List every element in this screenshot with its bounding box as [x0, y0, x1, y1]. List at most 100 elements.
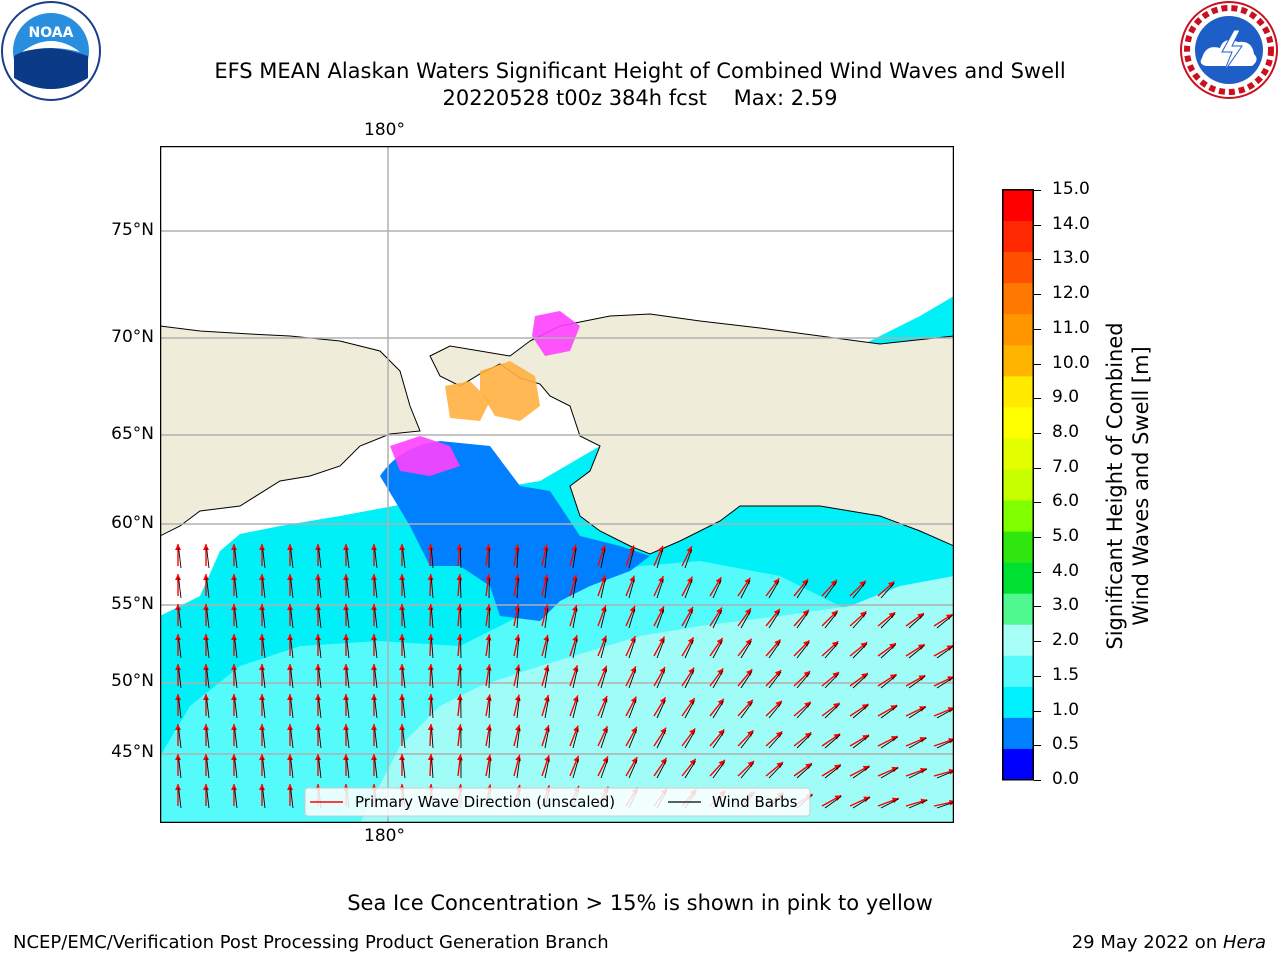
wind-barb [600, 759, 609, 779]
wind-barb [852, 704, 869, 719]
wind-barb [572, 548, 577, 569]
wind-barb [430, 548, 434, 569]
wind-barb [572, 698, 579, 719]
wave-arrow-head [747, 760, 754, 768]
wave-arrow-head [399, 754, 405, 760]
wave-arrow-head [427, 724, 434, 731]
colorbar-title-line1: Significant Height of Combined [1103, 322, 1127, 650]
wind-barb [824, 612, 838, 629]
wind-barb [318, 608, 322, 629]
wind-barb [796, 672, 811, 689]
wave-arrow-head [427, 604, 434, 611]
wind-barb [488, 698, 491, 719]
map-panel: Primary Wave Direction (unscaled) Wind B… [160, 146, 954, 823]
wind-barb [430, 578, 434, 599]
wave-arrow-head [774, 639, 781, 646]
colorbar-segment [1003, 469, 1033, 502]
wave-arrow-head [259, 544, 265, 550]
ocean-region [380, 441, 650, 621]
wave-arrow-head [890, 705, 898, 711]
wave-arrow-head [315, 544, 321, 550]
lon-label-top: 180° [364, 120, 405, 140]
wind-barb [488, 728, 491, 749]
wave-arrow-head [718, 729, 725, 736]
wave-arrow-head [287, 604, 293, 610]
land-mass [160, 325, 421, 537]
wave-arrow-head [775, 700, 782, 708]
ocean-region [360, 576, 954, 823]
colorbar-tick-label: 4.0 [1052, 560, 1080, 581]
wave-arrow-head [175, 574, 181, 580]
wind-barb [600, 638, 607, 659]
wind-barb [908, 675, 926, 689]
wind-barb [852, 643, 868, 659]
colorbar-tick-mark [1034, 710, 1041, 712]
wind-barb [262, 608, 266, 629]
wave-arrow-head [371, 664, 377, 670]
wave-arrow-head [287, 634, 293, 640]
wind-barb [516, 758, 521, 779]
colorbar-segment [1003, 283, 1033, 315]
wind-barb [374, 758, 378, 779]
wave-arrow-head [834, 795, 842, 801]
colorbar-tick-mark [1034, 294, 1041, 296]
wind-barb [572, 728, 579, 749]
wind-barb [206, 638, 210, 659]
wind-barb [488, 667, 491, 689]
colorbar-tick-label: 2.0 [1052, 630, 1080, 651]
colorbar-segment [1003, 345, 1033, 377]
wave-arrow-head [203, 724, 209, 730]
colorbar-tick-mark [1034, 745, 1041, 747]
wind-barb [374, 728, 378, 749]
wind-barb [740, 579, 751, 599]
wind-barb [431, 728, 434, 749]
wind-barb [206, 608, 210, 629]
wind-barb [740, 671, 753, 689]
wave-arrow-head [804, 701, 811, 708]
wave-arrow-head [917, 644, 925, 650]
chart-title-line1: EFS MEAN Alaskan Waters Significant Heig… [214, 59, 1066, 83]
wave-arrow-head [259, 784, 265, 790]
wind-barb [488, 607, 490, 629]
lat-label: 50°N [111, 671, 154, 691]
wind-barb [656, 760, 667, 779]
wave-arrow-head [343, 544, 349, 550]
wave-arrow-head [203, 574, 209, 580]
branch-credit: NCEP/EMC/Verification Post Processing Pr… [13, 932, 609, 953]
wind-barb [178, 758, 182, 779]
wave-arrow-head [399, 574, 405, 580]
colorbar-tick-label: 0.0 [1052, 769, 1080, 789]
wave-arrow-head [746, 699, 753, 707]
wind-barb [430, 638, 434, 659]
sea-ice-patch [480, 361, 540, 421]
wind-barb [684, 760, 696, 779]
colorbar-tick-mark [1034, 537, 1041, 539]
wind-barb [852, 674, 868, 689]
wave-arrow-head [945, 614, 953, 620]
wind-barb [824, 581, 838, 599]
wind-barb [178, 608, 182, 629]
wave-arrow-head [427, 694, 434, 701]
wave-arrow-head [427, 754, 434, 761]
wind-barb [936, 614, 953, 629]
wind-barb [544, 578, 548, 599]
wind-barb [206, 548, 210, 569]
wave-arrow-head [175, 754, 181, 760]
wave-arrow-head [203, 664, 209, 670]
wave-arrow-head [287, 754, 293, 760]
wind-barb [824, 703, 840, 719]
wind-barb [431, 698, 434, 719]
wind-barb [572, 758, 579, 779]
wind-barb [628, 669, 637, 689]
lon-label-bottom: 180° [364, 826, 405, 846]
run-date: 29 May 2022 on Hera [1072, 932, 1266, 953]
wind-barb [824, 642, 839, 659]
wind-barb [656, 548, 664, 569]
wind-barb [936, 676, 954, 689]
wave-arrow-head [803, 671, 811, 678]
lat-label: 55°N [111, 594, 154, 614]
wind-barb [628, 729, 638, 749]
wind-barb [600, 668, 608, 689]
wave-arrow-head [831, 641, 839, 648]
wave-arrow-head [231, 754, 237, 760]
